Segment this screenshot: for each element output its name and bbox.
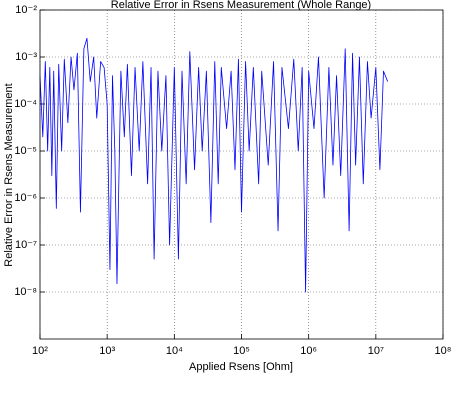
- y-tick-label: 10⁻⁴: [14, 98, 37, 110]
- y-axis-label: Relative Error in Rsens Measurement: [3, 83, 15, 266]
- chart-title: Relative Error in Rsens Measurement (Who…: [111, 0, 371, 11]
- x-tick-label: 10⁶: [300, 345, 317, 357]
- x-axis-label: Applied Rsens [Ohm]: [189, 361, 293, 373]
- y-tick-label: 10⁻⁵: [14, 145, 37, 157]
- y-tick-label: 10⁻⁶: [14, 192, 37, 204]
- y-tick-label: 10⁻⁷: [15, 239, 37, 251]
- data-line: [39, 37, 389, 293]
- x-tick-label: 10⁵: [233, 345, 250, 357]
- y-tick-label: 10⁻²: [15, 4, 37, 16]
- y-tick-label: 10⁻⁸: [14, 286, 37, 298]
- x-tick-label: 10⁸: [435, 345, 452, 357]
- x-tick-label: 10²: [32, 345, 48, 357]
- x-tick-label: 10⁷: [368, 345, 384, 357]
- y-tick-label: 10⁻³: [15, 51, 37, 63]
- x-tick-label: 10³: [99, 345, 115, 357]
- x-tick-label: 10⁴: [166, 345, 183, 357]
- plot-frame: [39, 9, 444, 340]
